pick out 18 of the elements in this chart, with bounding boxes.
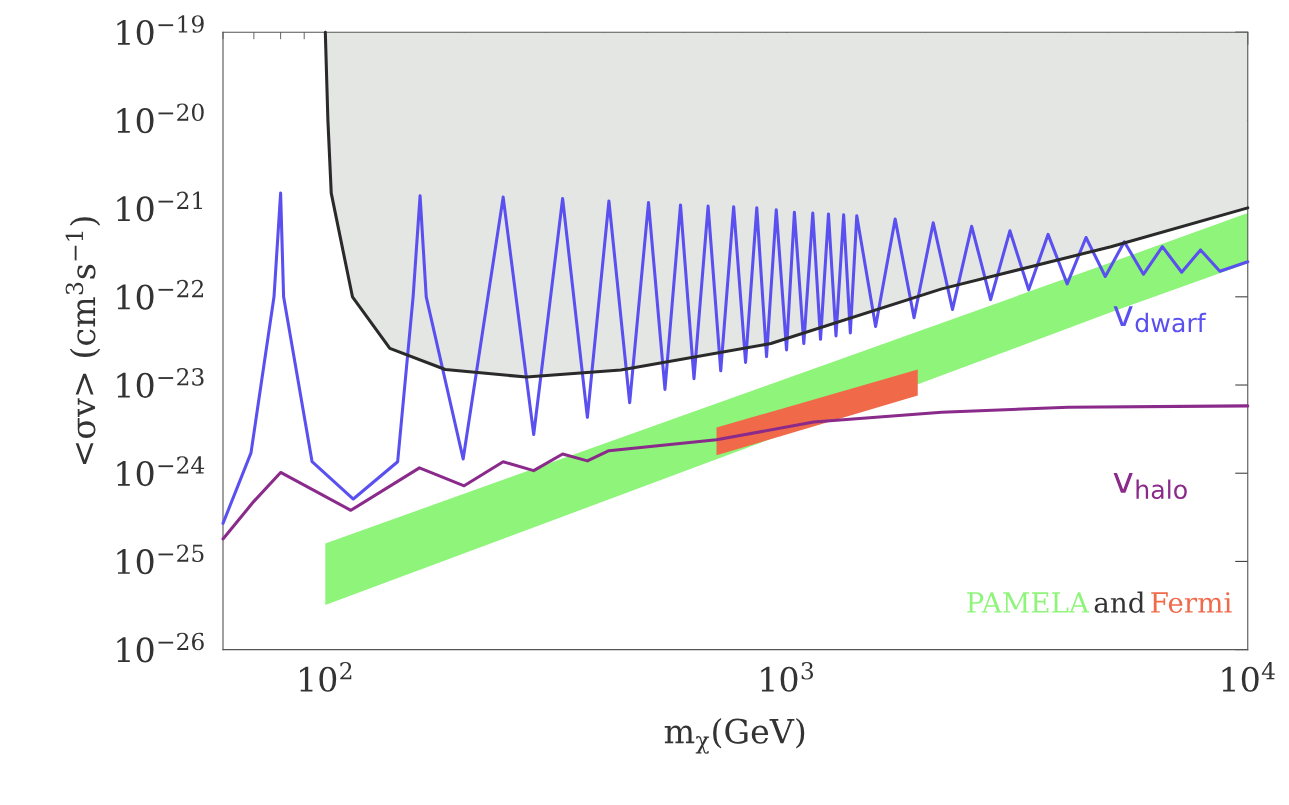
series-label: v$_{halo}$	[1113, 473, 1187, 500]
y-tick-label: 10$^{−23}$	[117, 368, 204, 398]
y-tick-label: 10$^{−20}$	[117, 103, 204, 134]
y-tick-label: 10$^{−24}$	[117, 456, 205, 487]
y-tick-label: 10$^{−25}$	[117, 544, 204, 575]
annotation: and	[1094, 591, 1145, 613]
x-tick-label: 10$^{4}$	[1222, 661, 1275, 692]
x-tick-label: 10$^{2}$	[300, 661, 352, 692]
y-tick-label: 10$^{−19}$	[117, 15, 204, 46]
x-axis-title: m$_{χ}$(GeV)	[664, 718, 805, 754]
x-tick-label: 10$^{3}$	[761, 661, 814, 692]
legend-label: PAMELA	[967, 592, 1090, 613]
y-tick-label: 10$^{−21}$	[117, 191, 202, 222]
y-tick-label: 10$^{−26}$	[117, 632, 204, 663]
y-tick-label: 10$^{−22}$	[117, 279, 203, 310]
legend-label: Fermi	[1151, 592, 1232, 613]
series-label: v$_{dwarf}$	[1113, 306, 1207, 333]
y-axis-title: <σv> (cm$^{3}$s$^{−1}$)	[65, 217, 101, 465]
